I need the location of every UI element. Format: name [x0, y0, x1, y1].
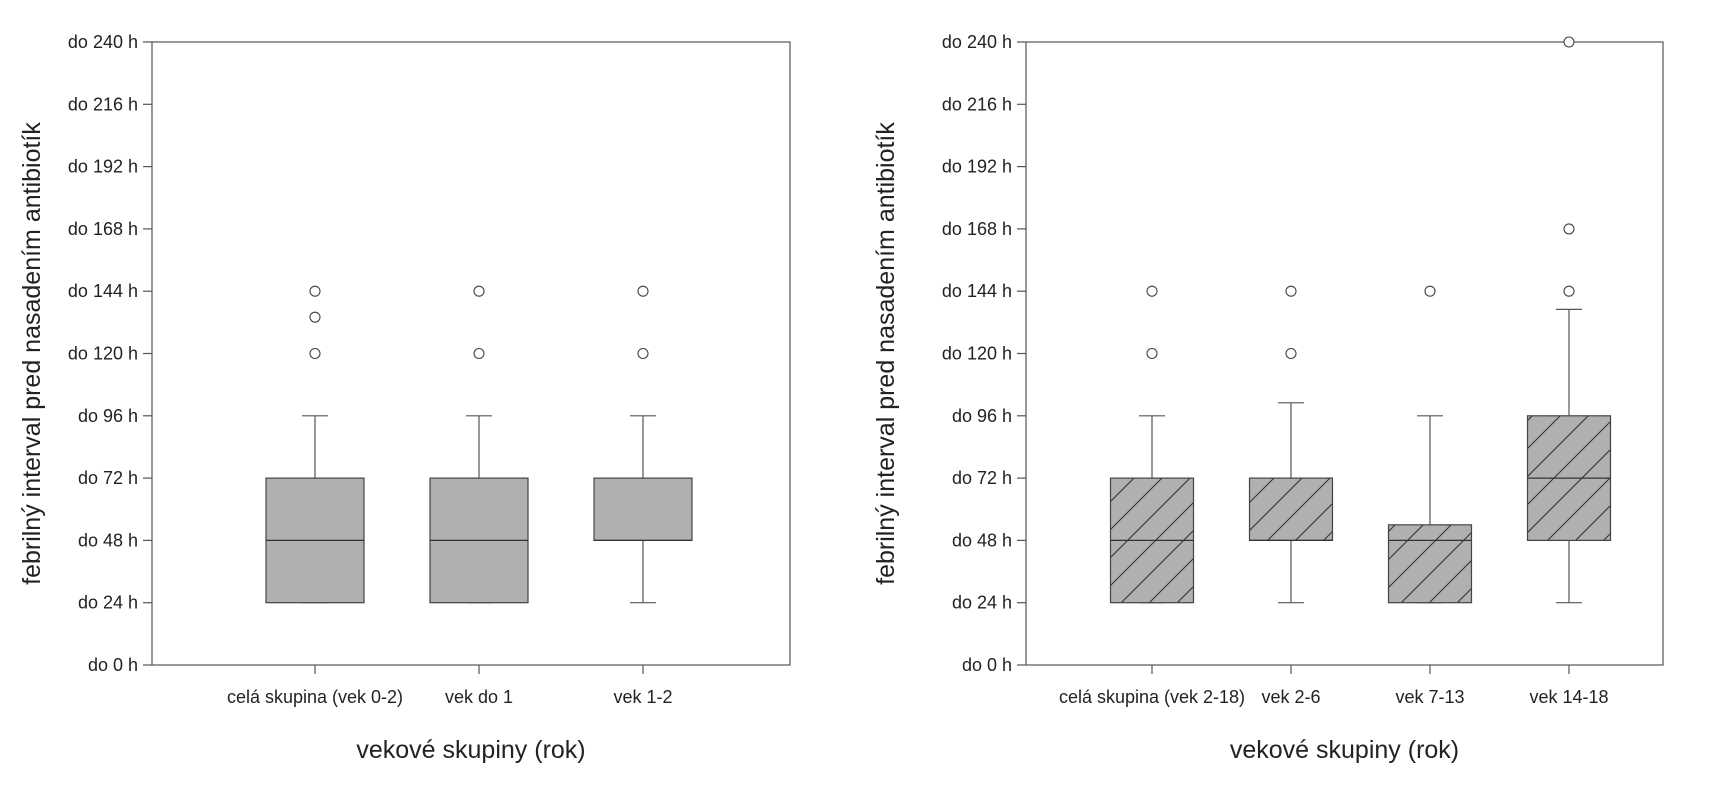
- right-category-label: vek 2-6: [1261, 687, 1320, 707]
- outlier-point: [309, 311, 321, 323]
- outlier-point: [1146, 347, 1158, 360]
- right-y-tick-label: do 216 h: [942, 94, 1012, 114]
- right-y-tick-label: do 168 h: [942, 219, 1012, 239]
- left-category-label: vek do 1: [445, 687, 513, 707]
- left-box-1: [265, 285, 365, 604]
- left-category-label: vek 1-2: [613, 687, 672, 707]
- right-y-tick-label: do 0 h: [962, 655, 1012, 675]
- right-box-3: [1387, 285, 1473, 604]
- outlier-point: [1563, 36, 1575, 48]
- left-y-tick-label: do 48 h: [78, 530, 138, 550]
- left-y-tick-label: do 192 h: [68, 157, 138, 177]
- iqr-box: [1248, 477, 1334, 542]
- outlier-point: [1285, 285, 1297, 297]
- boxplot-chart-left: do 0 h do 24 h do 48 h do 72 h do 96 h do 120…: [18, 32, 791, 764]
- left-y-tick-label: do 240 h: [68, 32, 138, 52]
- left-y-axis-title: febrilný interval pred nasadením antibio…: [18, 122, 46, 585]
- left-category-label: celá skupina (vek 0-2): [227, 687, 403, 707]
- left-x-axis-title: vekové skupiny (rok): [356, 736, 585, 764]
- left-y-tick-label: do 168 h: [68, 219, 138, 239]
- right-box-1: [1109, 285, 1195, 604]
- left-box-2: [429, 285, 529, 604]
- right-category-label: vek 7-13: [1395, 687, 1464, 707]
- right-y-axis-title: febrilný interval pred nasadením antibio…: [872, 122, 900, 585]
- outlier-point: [1424, 285, 1436, 297]
- right-y-tick-label: do 192 h: [942, 157, 1012, 177]
- iqr-box: [1387, 524, 1473, 604]
- boxplot-chart-right: do 0 h do 24 h do 48 h do 72 h do 96 h do 120…: [872, 32, 1664, 764]
- right-box-4: [1526, 36, 1612, 604]
- outlier-point: [473, 285, 485, 297]
- boxplot-panel-ages-0-2: do 0 h do 24 h do 48 h do 72 h do 96 h do 120…: [18, 32, 791, 764]
- right-y-tick-label: do 120 h: [942, 344, 1012, 364]
- outlier-point: [1146, 285, 1158, 297]
- left-box-3: [593, 285, 693, 604]
- outlier-point: [637, 285, 649, 297]
- outlier-point: [473, 347, 485, 360]
- right-y-tick-label: do 240 h: [942, 32, 1012, 52]
- right-y-tick-label: do 24 h: [952, 593, 1012, 613]
- right-category-label: celá skupina (vek 2-18): [1059, 687, 1245, 707]
- outlier-point: [637, 347, 649, 360]
- right-y-tick-label: do 72 h: [952, 468, 1012, 488]
- outlier-point: [309, 285, 321, 297]
- left-y-tick-label: do 216 h: [68, 94, 138, 114]
- outlier-point: [1563, 223, 1575, 235]
- boxplot-panel-ages-2-18: do 0 h do 24 h do 48 h do 72 h do 96 h do 120…: [856, 0, 1712, 800]
- right-box-2: [1248, 285, 1334, 604]
- right-category-label: vek 14-18: [1529, 687, 1608, 707]
- outlier-point: [1563, 285, 1575, 297]
- left-y-tick-label: do 96 h: [78, 406, 138, 426]
- outlier-point: [309, 347, 321, 360]
- left-y-tick-label: do 24 h: [78, 593, 138, 613]
- right-y-tick-label: do 96 h: [952, 406, 1012, 426]
- left-y-tick-label: do 0 h: [88, 655, 138, 675]
- right-x-axis-title: vekové skupiny (rok): [1230, 736, 1459, 764]
- outlier-point: [1285, 347, 1297, 360]
- right-y-tick-label: do 48 h: [952, 530, 1012, 550]
- left-y-tick-label: do 120 h: [68, 344, 138, 364]
- iqr-box: [593, 477, 693, 542]
- right-y-tick-label: do 144 h: [942, 281, 1012, 301]
- left-y-tick-label: do 144 h: [68, 281, 138, 301]
- left-y-tick-label: do 72 h: [78, 468, 138, 488]
